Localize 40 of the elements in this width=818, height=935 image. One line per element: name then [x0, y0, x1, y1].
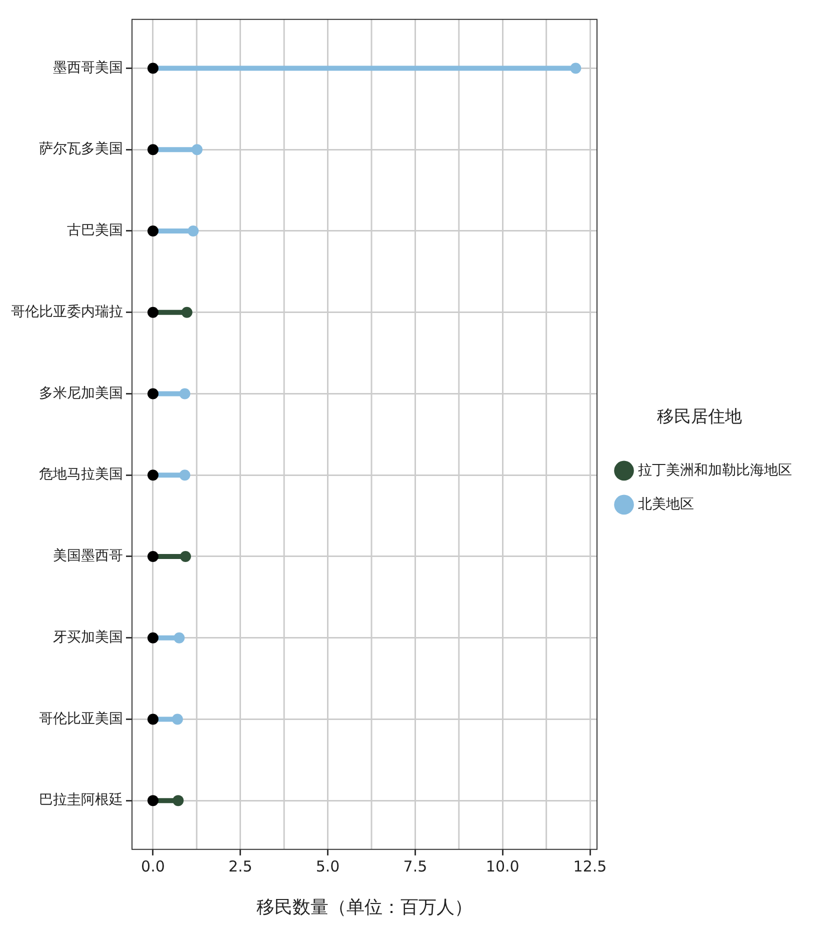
y-tick-label: 危地马拉美国	[39, 466, 123, 483]
point	[181, 306, 192, 318]
point	[147, 795, 158, 806]
legend-title: 移民居住地	[657, 407, 742, 428]
y-tick-label: 萨尔瓦多美国	[39, 141, 123, 158]
y-tick-label: 美国墨西哥	[53, 548, 123, 564]
point	[147, 306, 158, 318]
x-tick-label: 0.0	[141, 857, 165, 876]
legend-label: 拉丁美洲和加勒比海地区	[638, 462, 792, 478]
x-tick-label: 5.0	[316, 857, 340, 876]
point	[147, 144, 158, 156]
x-tick-label: 2.5	[228, 857, 252, 876]
point	[147, 470, 158, 481]
point	[147, 225, 158, 236]
point	[147, 550, 158, 562]
y-tick-label: 多米尼加美国	[39, 385, 123, 402]
point	[147, 632, 158, 644]
point	[147, 714, 158, 725]
y-tick-label: 古巴美国	[67, 222, 123, 239]
point	[172, 714, 183, 725]
point	[174, 632, 185, 644]
point	[179, 470, 190, 481]
point	[147, 62, 158, 74]
point	[192, 144, 203, 156]
point	[147, 388, 158, 400]
y-tick-label: 墨西哥美国	[53, 60, 123, 76]
point	[188, 225, 199, 236]
point	[179, 388, 190, 400]
x-axis-title: 移民数量（单位：百万人）	[256, 896, 472, 918]
point	[180, 550, 191, 562]
y-tick-label: 巴拉圭阿根廷	[39, 792, 123, 808]
y-tick-label: 哥伦比亚美国	[39, 710, 123, 727]
y-tick-label: 哥伦比亚委内瑞拉	[11, 304, 123, 320]
point	[570, 62, 582, 74]
x-tick-label: 12.5	[573, 857, 607, 876]
x-tick-label: 10.0	[486, 857, 520, 876]
y-tick-label: 牙买加美国	[53, 629, 123, 646]
point	[172, 795, 184, 806]
legend-label: 北美地区	[638, 496, 694, 512]
x-tick-label: 7.5	[403, 857, 428, 876]
